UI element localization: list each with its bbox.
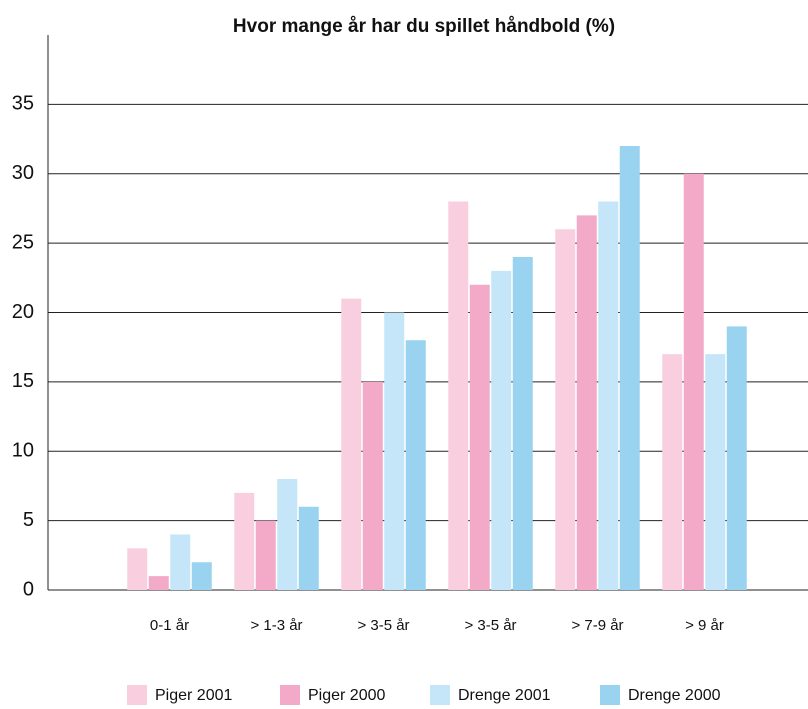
legend-label: Piger 2001: [155, 687, 232, 704]
legend-label: Piger 2000: [308, 687, 385, 704]
legend-swatch: [127, 685, 147, 705]
y-tick-label: 5: [23, 509, 34, 531]
x-tick-label: 0-1 år: [150, 617, 189, 634]
bar: [619, 146, 640, 590]
chart-title: Hvor mange år har du spillet håndbold (%…: [233, 16, 615, 37]
bar: [683, 173, 704, 590]
x-tick-label: > 1-3 år: [250, 617, 302, 634]
bar: [705, 354, 726, 590]
bar: [555, 229, 576, 590]
bar: [127, 548, 148, 590]
legend-swatch: [280, 685, 300, 705]
bar: [726, 326, 747, 590]
bar: [662, 354, 683, 590]
y-tick-label: 10: [12, 440, 34, 462]
y-tick-label: 30: [12, 162, 34, 184]
x-tick-label: > 7-9 år: [571, 617, 623, 634]
x-tick-label: > 3-5 år: [464, 617, 516, 634]
bar: [491, 270, 512, 590]
y-tick-label: 15: [12, 370, 34, 392]
bar: [170, 534, 191, 590]
legend-swatch: [430, 685, 450, 705]
legend-swatch: [600, 685, 620, 705]
bar: [234, 492, 255, 590]
bar: [341, 298, 362, 590]
bar: [148, 576, 169, 590]
bar: [598, 201, 619, 590]
y-tick-label: 25: [12, 231, 34, 253]
bar: [512, 257, 533, 590]
bar: [255, 520, 276, 590]
y-tick-label: 20: [12, 301, 34, 323]
bar: [277, 479, 298, 590]
bar: [362, 381, 383, 590]
bar: [191, 562, 212, 590]
bar: [298, 506, 319, 590]
x-tick-label: > 3-5 år: [357, 617, 409, 634]
bar: [469, 284, 490, 590]
y-tick-label: 0: [23, 578, 34, 600]
bar: [448, 201, 469, 590]
bar: [576, 215, 597, 590]
legend-label: Drenge 2000: [628, 687, 721, 704]
bar: [405, 340, 426, 590]
x-tick-label: > 9 år: [685, 617, 724, 634]
legend-label: Drenge 2001: [458, 687, 551, 704]
bar: [384, 312, 405, 590]
y-tick-label: 35: [12, 93, 34, 115]
